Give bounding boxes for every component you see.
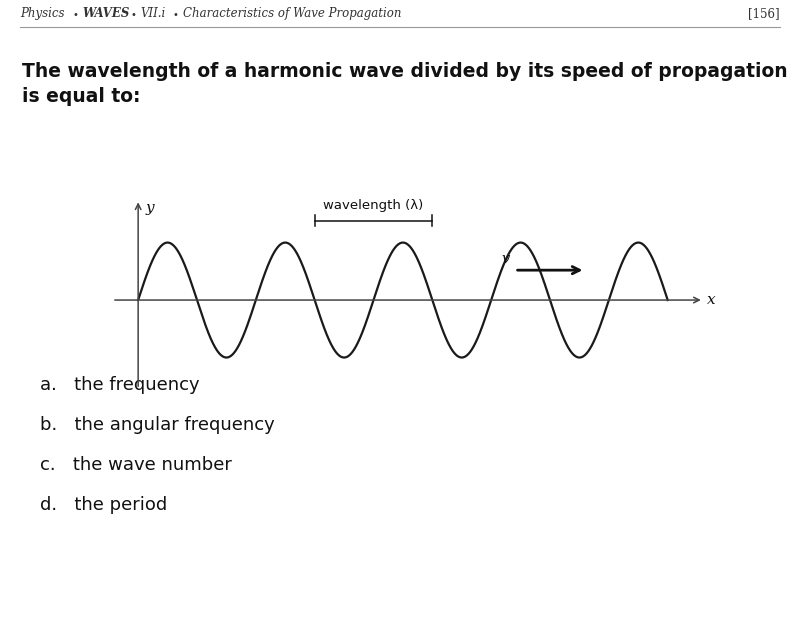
Text: y: y	[146, 201, 154, 215]
Text: VII.i: VII.i	[140, 7, 166, 20]
Text: [156]: [156]	[748, 7, 780, 20]
Text: b.   the angular frequency: b. the angular frequency	[40, 416, 274, 434]
Text: •: •	[72, 10, 78, 20]
Text: The wavelength of a harmonic wave divided by its speed of propagation: The wavelength of a harmonic wave divide…	[22, 62, 788, 81]
Text: •: •	[173, 10, 179, 20]
Text: x: x	[707, 293, 715, 307]
Text: c.   the wave number: c. the wave number	[40, 456, 232, 474]
Text: a.   the frequency: a. the frequency	[40, 376, 200, 394]
Text: Physics: Physics	[20, 7, 65, 20]
Text: WAVES: WAVES	[82, 7, 130, 20]
Text: •: •	[130, 10, 136, 20]
Text: wavelength (λ): wavelength (λ)	[323, 199, 424, 212]
Text: d.   the period: d. the period	[40, 496, 167, 514]
Text: is equal to:: is equal to:	[22, 87, 141, 106]
Text: Characteristics of Wave Propagation: Characteristics of Wave Propagation	[183, 7, 402, 20]
Text: v: v	[502, 252, 510, 265]
